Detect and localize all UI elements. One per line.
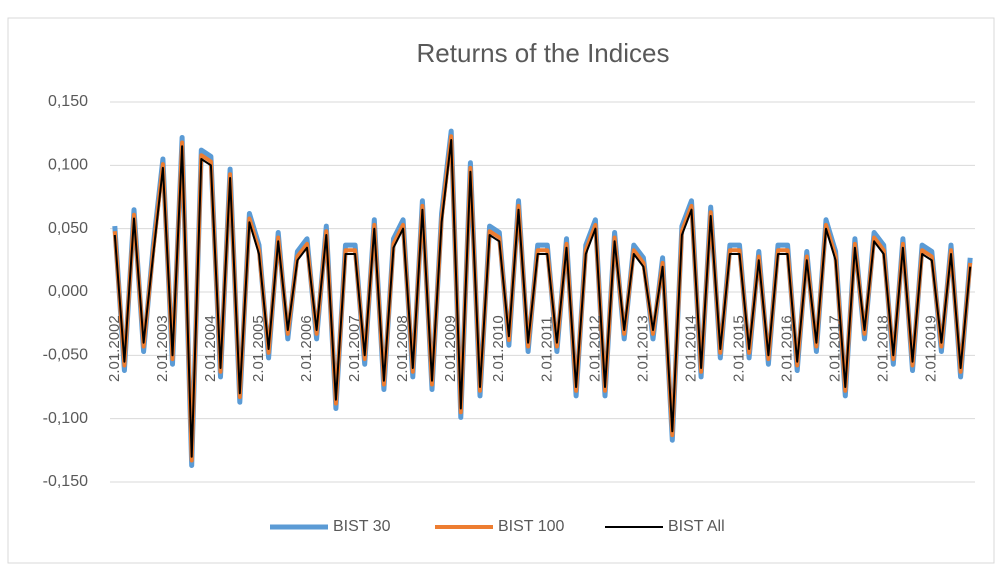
legend-label: BIST 30 bbox=[333, 518, 391, 535]
series-line bbox=[113, 139, 972, 458]
legend-label: BIST 100 bbox=[498, 518, 565, 535]
x-tick-label: 2.01.2012 bbox=[586, 315, 603, 382]
y-tick-label: 0,150 bbox=[48, 93, 88, 110]
x-tick-label: 2.01.2008 bbox=[394, 315, 411, 382]
y-tick-label: 0,050 bbox=[48, 220, 88, 237]
x-tick-label: 2.01.2015 bbox=[730, 315, 747, 382]
x-tick-label: 2.01.2010 bbox=[490, 315, 507, 382]
y-tick-label: -0,150 bbox=[43, 473, 88, 490]
x-tick-label: 2.01.2007 bbox=[346, 315, 363, 382]
x-tick-label: 2.01.2003 bbox=[154, 315, 171, 382]
x-tick-label: 2.01.2017 bbox=[827, 315, 844, 382]
legend-label: BIST All bbox=[668, 518, 725, 535]
chart-frame bbox=[7, 17, 995, 564]
x-tick-label: 2.01.2011 bbox=[538, 316, 555, 382]
x-tick-label: 2.01.2019 bbox=[923, 315, 940, 382]
x-tick-label: 2.01.2018 bbox=[875, 315, 892, 382]
x-tick-label: 2.01.2002 bbox=[106, 315, 123, 382]
x-tick-label: 2.01.2016 bbox=[779, 315, 796, 382]
series-line bbox=[112, 134, 973, 463]
x-tick-label: 2.01.2006 bbox=[298, 315, 315, 382]
chart-title: Returns of the Indices bbox=[417, 38, 670, 68]
y-tick-label: 0,100 bbox=[48, 157, 88, 174]
x-tick-label: 2.01.2014 bbox=[682, 315, 699, 382]
y-tick-label: -0,050 bbox=[43, 347, 88, 364]
y-tick-label: 0,000 bbox=[48, 283, 88, 300]
x-tick-label: 2.01.2009 bbox=[442, 315, 459, 382]
x-tick-label: 2.01.2005 bbox=[250, 315, 267, 382]
x-tick-label: 2.01.2004 bbox=[202, 315, 219, 382]
x-tick-label: 2.01.2013 bbox=[634, 315, 651, 382]
y-tick-label: -0,100 bbox=[43, 410, 88, 427]
